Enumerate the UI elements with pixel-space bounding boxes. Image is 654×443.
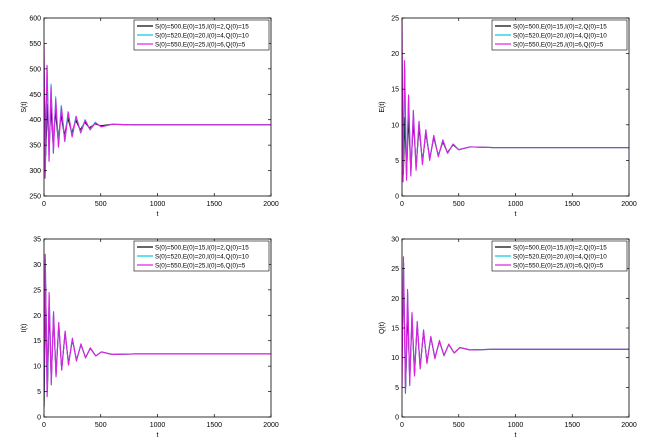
x-tick-label: 1500 xyxy=(564,422,580,429)
y-tick-label: 300 xyxy=(29,168,41,175)
y-axis-label: I(t) xyxy=(21,324,28,333)
y-tick-label: 550 xyxy=(29,41,41,48)
y-tick-label: 15 xyxy=(391,326,399,333)
y-tick-label: 15 xyxy=(33,338,41,345)
legend-entry: S(0)=520,E(0)=20,I(0)=4,Q(0)=10 xyxy=(155,32,249,39)
x-tick-label: 1500 xyxy=(206,201,222,208)
y-tick-label: 450 xyxy=(29,92,41,99)
y-tick-label: 5 xyxy=(395,385,399,392)
x-axis-label: t xyxy=(515,432,517,439)
series-group xyxy=(44,253,271,407)
x-tick-label: 1000 xyxy=(508,201,524,208)
x-tick-label: 2000 xyxy=(263,422,279,429)
y-tick-label: 35 xyxy=(33,237,41,244)
x-tick-label: 500 xyxy=(95,422,107,429)
x-tick-label: 2000 xyxy=(263,201,279,208)
y-tick-label: 500 xyxy=(29,66,41,73)
series-group xyxy=(402,256,629,394)
y-axis-label: Q(t) xyxy=(379,322,386,334)
legend-box xyxy=(491,19,628,51)
y-tick-label: 5 xyxy=(37,389,41,396)
series-line-2 xyxy=(402,262,629,394)
legend-box xyxy=(491,240,628,272)
series-line-2 xyxy=(402,53,629,183)
legend: S(0)=500,E(0)=15,I(0)=2,Q(0)=15 S(0)=520,… xyxy=(133,19,270,51)
y-tick-label: 20 xyxy=(391,296,399,303)
x-axis-label: t xyxy=(157,211,159,218)
x-tick-label: 0 xyxy=(42,422,46,429)
y-tick-label: 5 xyxy=(395,158,399,165)
y-tick-label: 20 xyxy=(391,51,399,58)
series-line-3 xyxy=(402,18,629,183)
legend-entry: S(0)=550,E(0)=25,I(0)=6,Q(0)=5 xyxy=(155,262,246,269)
legend-entry: S(0)=500,E(0)=15,I(0)=2,Q(0)=15 xyxy=(155,244,249,251)
legend-entry: S(0)=500,E(0)=15,I(0)=2,Q(0)=15 xyxy=(513,244,607,251)
y-tick-label: 10 xyxy=(33,364,41,371)
series-line-1 xyxy=(402,89,629,176)
y-tick-label: 250 xyxy=(29,194,41,201)
y-tick-label: 0 xyxy=(37,415,41,422)
chart-panel-2: 0 500 1000 1500 2000 0 5 10 15 20 25 t E(t) S(0)=500,… xyxy=(379,16,637,219)
y-tick-label: 30 xyxy=(33,262,41,269)
x-tick-label: 0 xyxy=(400,422,404,429)
legend-box xyxy=(133,19,270,51)
x-tick-label: 0 xyxy=(42,201,46,208)
y-tick-label: 20 xyxy=(33,313,41,320)
x-tick-label: 0 xyxy=(400,201,404,208)
series-group xyxy=(402,18,629,183)
chart-panel-4: 0 500 1000 1500 2000 0 5 10 15 20 25 30 t Q(t) S(0)=50… xyxy=(379,237,637,440)
chart-panel-3: 0 500 1000 1500 2000 0 5 10 15 20 25 30 35 t I(t) S(0)=… xyxy=(21,237,279,440)
legend-entry: S(0)=520,E(0)=20,I(0)=4,Q(0)=10 xyxy=(155,253,249,260)
y-tick-label: 600 xyxy=(29,16,41,23)
y-tick-label: 350 xyxy=(29,143,41,150)
x-axis-label: t xyxy=(515,211,517,218)
x-tick-label: 1000 xyxy=(150,201,166,208)
y-tick-label: 25 xyxy=(391,266,399,273)
legend: S(0)=500,E(0)=15,I(0)=2,Q(0)=15 S(0)=520,… xyxy=(133,240,270,272)
series-line-3 xyxy=(44,43,271,179)
x-tick-label: 1000 xyxy=(150,422,166,429)
x-axis-label: t xyxy=(157,432,159,439)
y-tick-label: 10 xyxy=(391,355,399,362)
x-tick-label: 500 xyxy=(453,422,465,429)
legend-entry: S(0)=550,E(0)=25,I(0)=6,Q(0)=5 xyxy=(155,41,246,48)
legend-entry: S(0)=520,E(0)=20,I(0)=4,Q(0)=10 xyxy=(513,253,607,260)
x-tick-label: 1000 xyxy=(508,422,524,429)
legend-entry: S(0)=500,E(0)=15,I(0)=2,Q(0)=15 xyxy=(155,23,249,30)
x-tick-label: 1500 xyxy=(564,201,580,208)
legend: S(0)=500,E(0)=15,I(0)=2,Q(0)=15 S(0)=520,… xyxy=(491,19,628,51)
legend-entry: S(0)=550,E(0)=25,I(0)=6,Q(0)=5 xyxy=(513,262,604,269)
y-tick-label: 0 xyxy=(395,194,399,201)
legend-entry: S(0)=520,E(0)=20,I(0)=4,Q(0)=10 xyxy=(513,32,607,39)
y-tick-label: 15 xyxy=(391,87,399,94)
x-tick-label: 2000 xyxy=(621,422,637,429)
x-tick-label: 1500 xyxy=(206,422,222,429)
legend-entry: S(0)=550,E(0)=25,I(0)=6,Q(0)=5 xyxy=(513,41,604,48)
y-axis-label: S(t) xyxy=(21,101,28,112)
series-group xyxy=(44,43,271,179)
series-line-3 xyxy=(44,253,271,398)
series-line-1 xyxy=(44,284,271,407)
x-tick-label: 500 xyxy=(453,201,465,208)
legend-box xyxy=(133,240,270,272)
series-line-2 xyxy=(44,58,271,174)
series-line-1 xyxy=(44,68,271,156)
series-line-3 xyxy=(402,256,629,394)
y-tick-label: 25 xyxy=(391,16,399,23)
x-tick-label: 2000 xyxy=(621,201,637,208)
legend-entry: S(0)=500,E(0)=15,I(0)=2,Q(0)=15 xyxy=(513,23,607,30)
y-tick-label: 25 xyxy=(33,287,41,294)
y-tick-label: 10 xyxy=(391,122,399,129)
chart-panel-1: 0 500 1000 1500 2000 250 300 350 400 450 500 550 600… xyxy=(21,16,279,219)
y-axis-label: E(t) xyxy=(379,101,386,112)
series-line-1 xyxy=(402,285,629,388)
series-line-2 xyxy=(44,258,271,398)
x-tick-label: 500 xyxy=(95,201,107,208)
y-tick-label: 0 xyxy=(395,415,399,422)
y-tick-label: 30 xyxy=(391,237,399,244)
legend: S(0)=500,E(0)=15,I(0)=2,Q(0)=15 S(0)=520,… xyxy=(491,240,628,272)
y-tick-label: 400 xyxy=(29,117,41,124)
